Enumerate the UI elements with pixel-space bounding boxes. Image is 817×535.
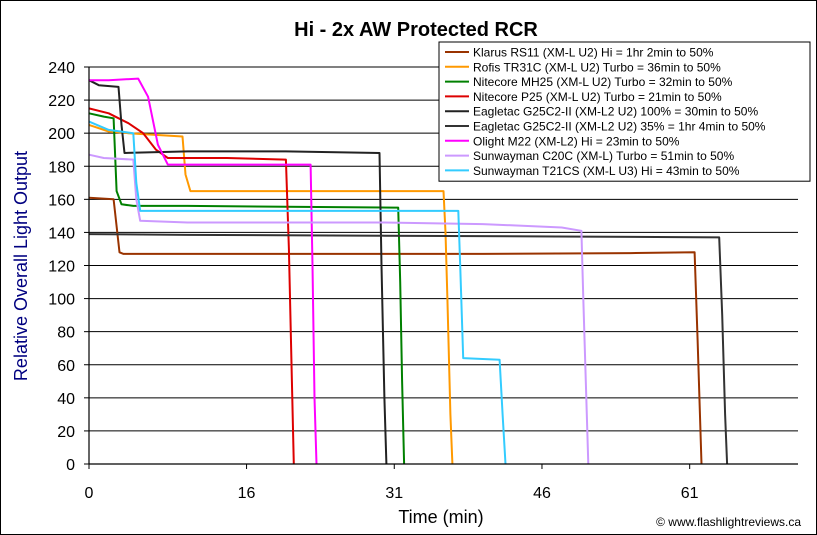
legend: Klarus RS11 (XM-L U2) Hi = 1hr 2min to 5… xyxy=(438,41,811,182)
legend-entry: Olight M22 (XM-L2) Hi = 23min to 50% xyxy=(473,134,680,148)
x-tick-label: 61 xyxy=(681,485,699,502)
y-tick-label: 120 xyxy=(48,259,75,276)
y-tick-labels: 0 20 40 60 80 100 120 140 160 180 200 220 240 xyxy=(48,60,75,474)
x-axis-label: Time (min) xyxy=(398,507,483,527)
legend-entry: Eagletac G25C2-II (XM-L2 U2) 35% = 1hr 4… xyxy=(473,120,766,134)
y-tick-label: 100 xyxy=(48,292,75,309)
legend-entry: Nitecore P25 (XM-L U2) Turbo = 21min to … xyxy=(473,90,722,104)
legend-entry: Sunwayman T21CS (XM-L U3) Hi = 43min to … xyxy=(473,164,740,178)
credit-text: © www.flashlightreviews.ca xyxy=(656,515,801,529)
y-tick-label: 0 xyxy=(66,457,75,474)
y-tick-label: 140 xyxy=(48,225,75,242)
y-tick-label: 20 xyxy=(57,424,75,441)
chart-title: Hi - 2x AW Protected RCR xyxy=(294,19,538,41)
y-tick-label: 160 xyxy=(48,192,75,209)
axes xyxy=(84,66,798,469)
legend-entry: Sunwayman C20C (XM-L) Turbo = 51min to 5… xyxy=(473,149,734,163)
series-line-6 xyxy=(88,233,729,465)
legend-box xyxy=(438,41,811,182)
series-line-8 xyxy=(88,153,590,465)
x-tick-label: 31 xyxy=(385,485,403,502)
legend-entry: Eagletac G25C2-II (XM-L2 U2) 100% = 30mi… xyxy=(473,105,758,119)
legend-entry: Rofis TR31C (XM-L U2) Turbo = 36min to 5… xyxy=(473,60,721,74)
x-tick-label: 16 xyxy=(238,485,256,502)
series-line-7 xyxy=(89,77,318,465)
y-tick-label: 80 xyxy=(57,325,75,342)
y-tick-label: 200 xyxy=(48,126,75,143)
y-axis-label: Relative Overall Light Output xyxy=(11,151,31,381)
y-tick-label: 180 xyxy=(48,159,75,176)
legend-entry: Nitecore MH25 (XM-L U2) Turbo = 32min to… xyxy=(473,75,733,89)
series-line-9 xyxy=(88,120,507,465)
series-line-1 xyxy=(88,196,703,465)
x-tick-labels: 0 16 31 46 61 xyxy=(85,485,699,502)
x-tick-label: 0 xyxy=(85,485,94,502)
x-tick-label: 46 xyxy=(533,485,551,502)
series-lines xyxy=(88,77,729,465)
y-tick-label: 220 xyxy=(48,93,75,110)
legend-entry: Klarus RS11 (XM-L U2) Hi = 1hr 2min to 5… xyxy=(473,46,714,60)
series-line-3 xyxy=(88,112,406,465)
y-tick-label: 60 xyxy=(57,358,75,375)
series-line-5 xyxy=(88,79,388,465)
y-tick-label: 40 xyxy=(57,391,75,408)
y-tick-label: 240 xyxy=(48,60,75,77)
